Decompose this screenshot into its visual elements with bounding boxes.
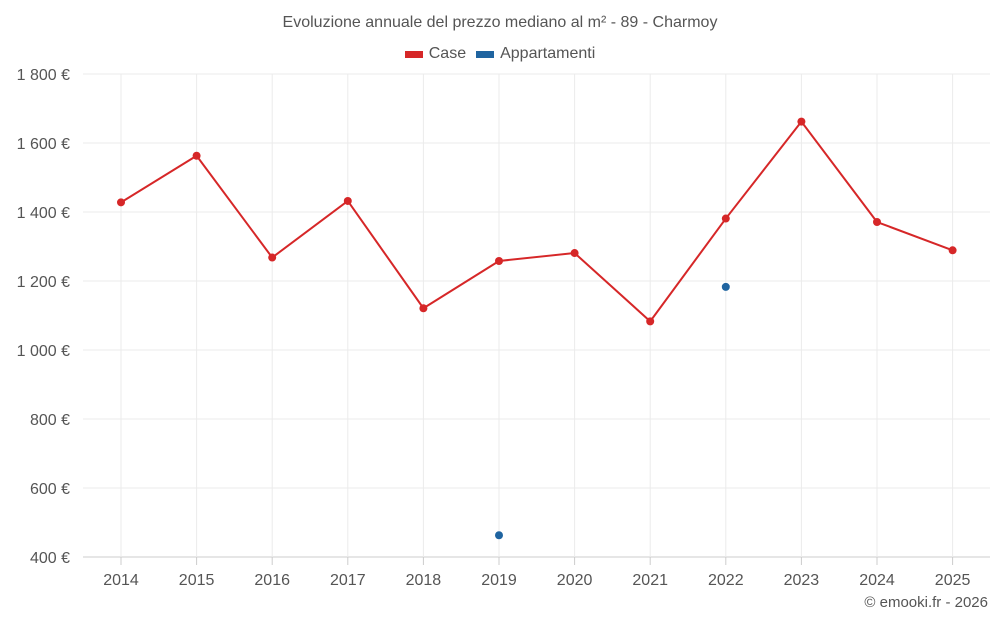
data-point-case-2018 xyxy=(419,304,428,313)
x-tick-label: 2016 xyxy=(254,572,290,589)
y-tick-label: 1 200 € xyxy=(17,274,70,291)
x-tick-label: 2023 xyxy=(784,572,820,589)
chart-legend: Case Appartamenti xyxy=(0,45,1000,63)
legend-swatch-case xyxy=(404,50,423,58)
data-point-appartamenti-2022 xyxy=(721,282,730,291)
y-tick-label: 1 000 € xyxy=(17,343,70,360)
x-tick-label: 2021 xyxy=(632,572,668,589)
data-point-case-2024 xyxy=(873,218,881,227)
data-point-case-2016 xyxy=(268,253,277,262)
x-tick-label: 2020 xyxy=(557,572,593,589)
data-point-appartamenti-2019 xyxy=(495,531,503,540)
y-tick-label: 1 400 € xyxy=(17,205,70,222)
legend-swatch-appartamenti xyxy=(476,50,495,58)
data-point-case-2017 xyxy=(343,196,352,205)
y-tick-label: 600 € xyxy=(30,481,70,498)
data-point-case-2025 xyxy=(948,246,957,255)
legend-label-appartamenti: Appartamenti xyxy=(500,45,596,62)
data-point-case-2020 xyxy=(570,249,579,258)
x-tick-label: 2019 xyxy=(481,572,517,589)
x-tick-label: 2022 xyxy=(708,572,744,589)
legend-label-case: Case xyxy=(428,45,467,62)
x-tick-label: 2024 xyxy=(859,572,895,589)
legend-item-appartamenti[interactable]: Appartamenti xyxy=(476,45,595,63)
y-tick-label: 400 € xyxy=(30,550,70,567)
data-point-case-2019 xyxy=(495,256,503,265)
y-tick-label: 1 600 € xyxy=(17,136,70,153)
x-tick-label: 2018 xyxy=(406,572,442,589)
data-point-case-2014 xyxy=(117,198,125,207)
chart-title: Evoluzione annuale del prezzo mediano al… xyxy=(282,14,718,31)
x-tick-label: 2015 xyxy=(179,572,215,589)
data-point-case-2022 xyxy=(721,214,730,223)
legend-item-case[interactable]: Case xyxy=(404,45,467,63)
data-point-case-2021 xyxy=(646,317,655,326)
series-line-case xyxy=(120,120,953,323)
y-tick-label: 800 € xyxy=(30,412,70,429)
y-tick-label: 1 800 € xyxy=(17,67,70,84)
x-tick-label: 2025 xyxy=(935,572,971,589)
data-point-case-2023 xyxy=(797,117,806,126)
x-tick-label: 2017 xyxy=(330,572,366,589)
credit-text: © emooki.fr - 2026 xyxy=(864,594,988,611)
x-tick-label: 2014 xyxy=(103,572,139,589)
data-point-case-2015 xyxy=(192,151,201,160)
